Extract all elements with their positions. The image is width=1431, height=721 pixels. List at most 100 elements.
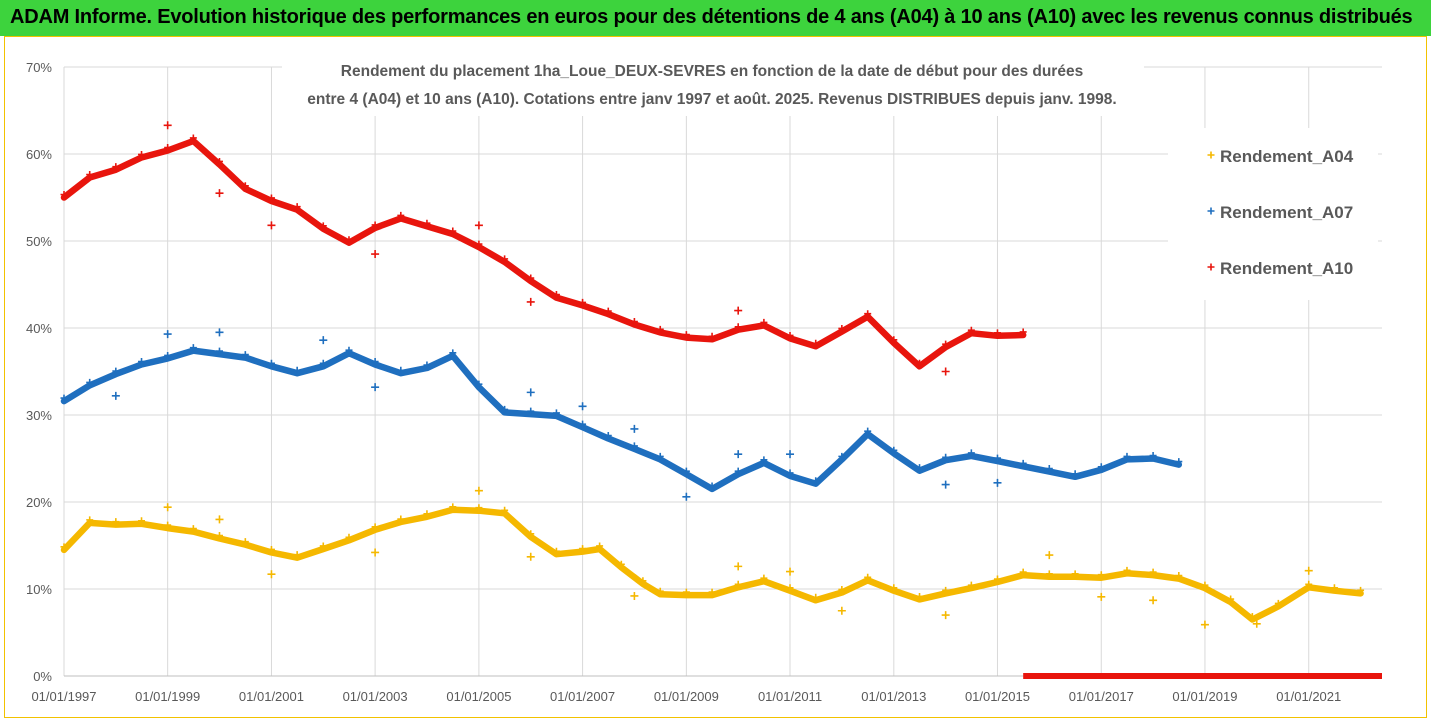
outlier-point — [941, 480, 950, 489]
x-tick-label: 01/01/2005 — [446, 689, 511, 704]
outlier-point — [163, 330, 172, 339]
data-point — [423, 361, 431, 369]
data-point — [708, 482, 716, 490]
outlier-point — [682, 492, 691, 501]
data-point — [890, 584, 898, 592]
data-point — [942, 453, 950, 461]
outlier-point — [1097, 592, 1106, 601]
data-point — [639, 577, 647, 585]
outlier-point — [526, 297, 535, 306]
data-point — [1123, 566, 1131, 574]
data-point — [319, 359, 327, 367]
data-point — [397, 366, 405, 374]
data-point — [1227, 595, 1235, 603]
series-line-Rendement_A07 — [60, 347, 1183, 493]
data-point — [579, 545, 587, 553]
data-point — [967, 581, 975, 589]
legend: Rendement_A04 Rendement_A07 Rendement_A10 — [1207, 147, 1354, 278]
data-point — [630, 442, 638, 450]
data-point — [189, 344, 197, 352]
x-tick-label: 01/01/2009 — [654, 689, 719, 704]
data-point — [345, 346, 353, 354]
data-point — [630, 318, 638, 326]
data-point — [293, 551, 301, 559]
data-point — [138, 517, 146, 525]
data-point — [112, 163, 120, 171]
data-point — [1045, 570, 1053, 578]
y-tick-label: 0% — [33, 669, 52, 684]
data-point — [916, 464, 924, 472]
x-tick-label: 01/01/2019 — [1172, 689, 1237, 704]
outlier-point — [1149, 596, 1158, 605]
banner-title: ADAM Informe. Evolution historique des p… — [10, 6, 1413, 28]
outlier-point — [786, 567, 795, 576]
data-point — [1149, 452, 1157, 459]
outlier-point — [163, 121, 172, 130]
series — [60, 121, 1382, 679]
data-point — [682, 331, 690, 339]
data-point — [527, 530, 535, 538]
data-point — [371, 221, 379, 229]
data-point — [319, 222, 327, 230]
banner: ADAM Informe. Evolution historique des p… — [0, 0, 1431, 36]
outlier-point — [111, 391, 120, 400]
outlier-point — [1304, 566, 1313, 575]
y-tick-label: 70% — [26, 60, 52, 75]
data-point — [475, 380, 483, 388]
data-point — [967, 326, 975, 334]
outlier-point — [1045, 551, 1054, 560]
outlier-point — [1200, 620, 1209, 629]
data-point — [1123, 452, 1131, 460]
title-box — [282, 52, 1144, 116]
data-point — [617, 560, 625, 568]
outlier-point — [734, 562, 743, 571]
outlier-point — [786, 450, 795, 459]
data-point — [890, 446, 898, 454]
outlier-point — [371, 548, 380, 557]
data-point — [1071, 470, 1079, 478]
y-tick-label: 50% — [26, 234, 52, 249]
data-point — [1097, 571, 1105, 579]
data-point — [1019, 459, 1027, 467]
series-line-Rendement_A04 — [60, 506, 1364, 623]
data-point — [942, 340, 950, 348]
data-point — [164, 351, 172, 359]
data-point — [916, 359, 924, 367]
outlier-point — [993, 478, 1002, 487]
outlier-point — [837, 606, 846, 615]
data-point — [138, 358, 146, 366]
data-point — [293, 203, 301, 211]
data-point — [864, 573, 872, 581]
legend-label: Rendement_A04 — [1220, 147, 1354, 166]
legend-label: Rendement_A07 — [1220, 203, 1353, 222]
data-point — [708, 332, 716, 340]
y-tick-label: 60% — [26, 147, 52, 162]
data-point — [604, 307, 612, 315]
data-point — [423, 219, 431, 227]
data-point — [423, 510, 431, 518]
data-point — [552, 291, 560, 299]
data-point — [1071, 570, 1079, 578]
data-point — [682, 467, 690, 475]
data-point — [1305, 580, 1313, 588]
axes: 0% 10% 20% 30% 40% 50% 60% 70% 01/01/1997 01/01/1… — [26, 60, 1382, 704]
data-point — [942, 586, 950, 594]
data-point — [449, 349, 457, 357]
data-point — [60, 394, 68, 402]
data-point — [164, 144, 172, 152]
data-point — [501, 255, 509, 263]
chart-subtitle: entre 4 (A04) et 10 ans (A10). Cotations… — [307, 91, 1116, 108]
data-point — [579, 298, 587, 306]
legend-box — [1168, 128, 1378, 300]
data-point — [967, 449, 975, 457]
outlier-point — [630, 424, 639, 433]
data-point — [138, 150, 146, 158]
legend-marker — [1207, 263, 1215, 271]
data-point — [1357, 586, 1365, 594]
data-point — [241, 351, 249, 359]
data-point — [734, 323, 742, 331]
data-point — [656, 452, 664, 460]
data-point — [812, 477, 820, 485]
data-point — [552, 409, 560, 417]
data-point — [267, 359, 275, 367]
